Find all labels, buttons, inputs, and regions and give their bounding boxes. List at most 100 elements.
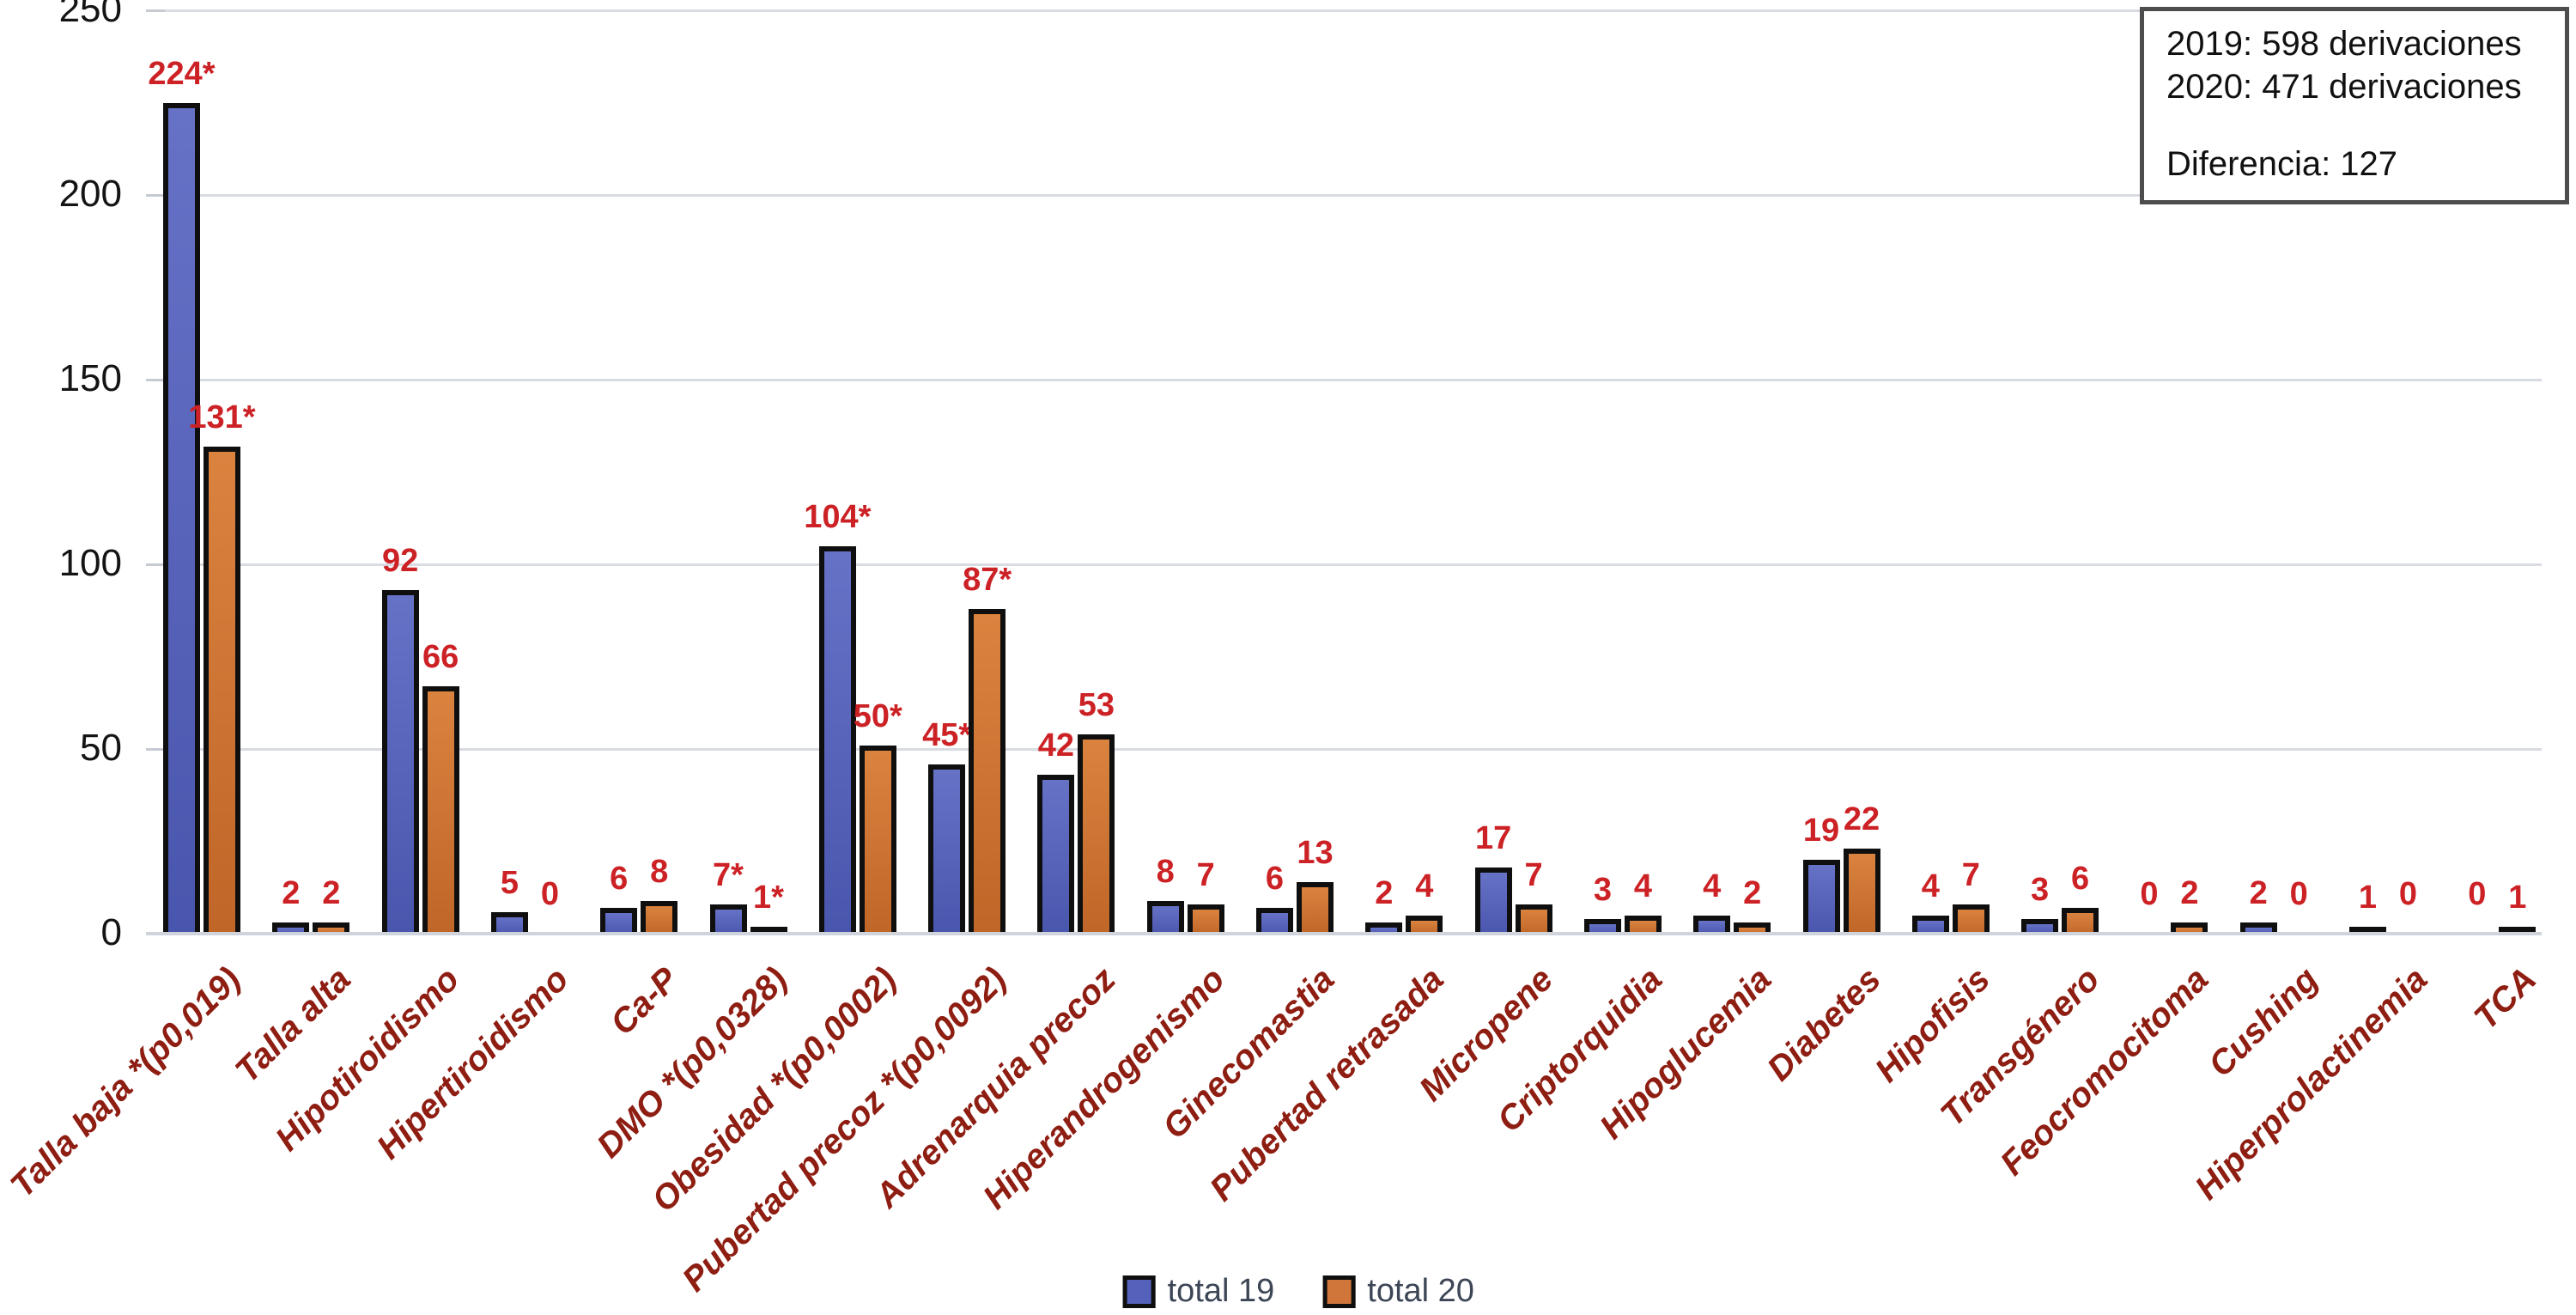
annotation-line-diff: Diferencia: 127 — [2166, 145, 2398, 183]
value-label: 3 — [2031, 872, 2050, 909]
bar-total-19-13 — [1474, 867, 1512, 935]
value-label: 2 — [2180, 875, 2199, 912]
value-label: 5 — [500, 864, 519, 901]
y-axis-tick-label: 0 — [100, 911, 122, 953]
y-axis-tick-label: 100 — [58, 542, 122, 584]
bar-total-20-17 — [1952, 904, 1990, 935]
bar-total-19-9 — [1037, 775, 1075, 935]
y-axis-tick-label: 50 — [80, 727, 122, 769]
value-label: 0 — [2140, 876, 2159, 912]
value-label: 17 — [1474, 819, 1512, 856]
value-label: 42 — [1037, 728, 1075, 764]
bar-total-20-8 — [969, 608, 1006, 935]
bar-total-19-21 — [2349, 926, 2386, 935]
value-label: 224* — [148, 55, 216, 92]
value-label: 1 — [2358, 879, 2378, 916]
bar-total-19-5 — [600, 908, 638, 935]
x-axis-label: Hipertiroidismo — [369, 960, 577, 1167]
value-label: 8 — [650, 853, 669, 890]
value-label: 87* — [963, 561, 1012, 598]
value-label: 19 — [1802, 813, 1840, 849]
y-axis-tick — [146, 563, 165, 566]
bar-total-19-7 — [818, 545, 856, 935]
bar-total-20-10 — [1187, 904, 1224, 935]
bar-total-20-5 — [641, 900, 678, 935]
chart-legend: total 19 total 20 — [1122, 1273, 1474, 1310]
value-label: 4 — [1921, 868, 1940, 904]
value-label: 4 — [1703, 868, 1722, 904]
legend-label-total-20: total 20 — [1367, 1273, 1474, 1309]
y-axis-tick — [146, 194, 165, 197]
x-axis-label: Talla baja *(p0,019) — [3, 960, 249, 1205]
y-axis-tick — [146, 748, 165, 751]
bar-total-20-16 — [1843, 849, 1880, 935]
value-label: 7* — [713, 856, 744, 893]
bar-total-19-3 — [381, 590, 419, 935]
y-axis-tick-label: 250 — [58, 0, 122, 30]
y-axis-tick — [146, 9, 165, 12]
gridline-50 — [146, 748, 2542, 751]
value-label: 1* — [753, 879, 784, 916]
legend-item-total-20: total 20 — [1322, 1273, 1474, 1310]
value-label: 104* — [804, 498, 872, 535]
bar-total-20-12 — [1406, 915, 1443, 935]
bar-total-20-22 — [2499, 926, 2537, 935]
value-label: 6 — [1265, 861, 1285, 898]
value-label: 0 — [2398, 876, 2418, 912]
bar-total-19-15 — [1693, 915, 1731, 935]
value-label: 8 — [1156, 853, 1175, 890]
x-axis-label: Hipotiroidismo — [269, 960, 467, 1159]
value-label: 6 — [2071, 861, 2090, 898]
y-axis-tick — [146, 379, 165, 381]
legend-swatch-total-19 — [1122, 1275, 1156, 1308]
bar-total-20-14 — [1624, 915, 1662, 935]
value-label: 7 — [1524, 856, 1543, 893]
value-label: 0 — [540, 876, 559, 912]
bar-total-19-14 — [1583, 919, 1621, 935]
legend-label-total-19: total 19 — [1167, 1273, 1275, 1309]
value-label: 7 — [1196, 856, 1215, 893]
value-label: 13 — [1297, 835, 1334, 872]
bar-total-19-17 — [1911, 915, 1949, 935]
x-axis-label: TCA — [2467, 960, 2544, 1038]
bar-total-19-8 — [928, 764, 966, 935]
value-label: 2 — [2249, 875, 2268, 912]
bar-total-19-16 — [1802, 860, 1840, 935]
bar-total-19-10 — [1146, 900, 1184, 935]
gridline-150 — [146, 379, 2542, 381]
x-axis-label: Feocromocitoma — [1993, 960, 2216, 1184]
x-axis-label: Diabetes — [1759, 960, 1888, 1089]
bar-total-20-1 — [204, 446, 240, 935]
annotation-box: 2019: 598 derivaciones 2020: 471 derivac… — [2140, 7, 2569, 204]
annotation-line-2020: 2020: 471 derivaciones — [2166, 68, 2522, 106]
value-label: 6 — [610, 861, 629, 898]
value-label: 2 — [1743, 875, 1762, 912]
legend-swatch-total-20 — [1322, 1275, 1356, 1308]
value-label: 50* — [853, 698, 902, 734]
value-label: 0 — [2289, 876, 2308, 912]
bar-total-20-7 — [859, 746, 896, 935]
bar-total-20-18 — [2062, 908, 2099, 935]
bar-total-19-4 — [490, 911, 528, 935]
bar-total-19-6 — [709, 904, 747, 935]
x-axis-label: Ca-P — [603, 960, 686, 1043]
value-label: 4 — [1633, 868, 1652, 904]
value-label: 3 — [1593, 872, 1612, 909]
value-label: 0 — [2468, 876, 2487, 912]
value-label: 2 — [322, 875, 341, 912]
value-label: 2 — [1375, 875, 1394, 912]
value-label: 2 — [282, 875, 301, 912]
bar-total-20-6 — [750, 926, 787, 935]
value-label: 45* — [922, 716, 972, 753]
y-axis-tick-label: 150 — [58, 357, 122, 399]
bar-total-19-11 — [1256, 908, 1293, 935]
y-axis-tick-label: 200 — [58, 173, 122, 215]
value-label: 92 — [381, 543, 419, 580]
bar-total-19-18 — [2021, 919, 2059, 935]
value-label: 1 — [2508, 879, 2527, 916]
legend-item-total-19: total 19 — [1122, 1273, 1275, 1310]
value-label: 22 — [1843, 801, 1880, 838]
gridline-100 — [146, 563, 2542, 566]
annotation-line-2019: 2019: 598 derivaciones — [2166, 25, 2522, 63]
value-label: 4 — [1415, 868, 1434, 904]
